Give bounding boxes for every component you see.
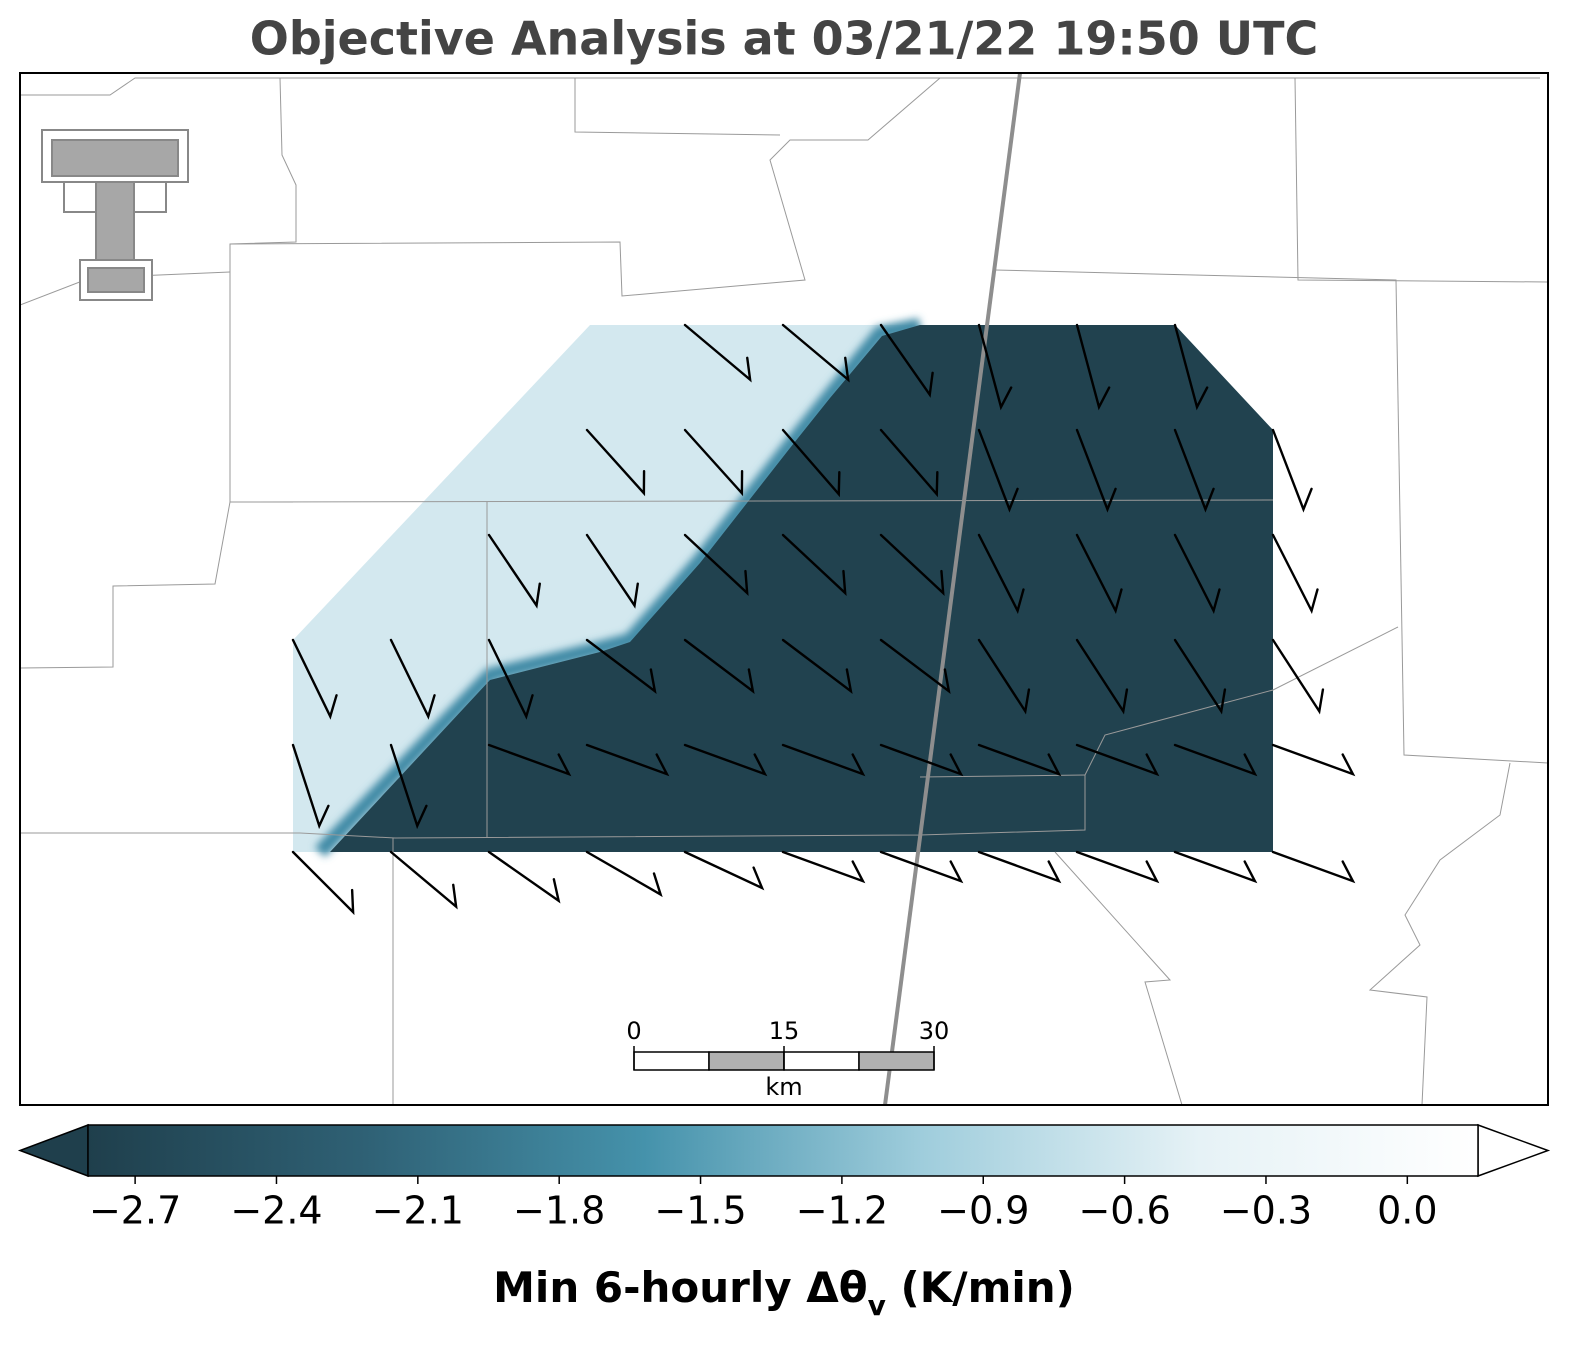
wind-barb [977, 743, 1062, 777]
wind-barb [781, 323, 850, 383]
wind-barb [781, 638, 853, 694]
scale-segment [858, 1051, 935, 1071]
wind-barb [977, 638, 1031, 715]
field-dark [330, 325, 1273, 852]
wind-barb [389, 850, 458, 910]
colorbar-tick-label: −2.7 [89, 1189, 181, 1233]
scale-segment [783, 1051, 860, 1071]
highway [883, 73, 1022, 1105]
scale-segment [708, 1051, 785, 1071]
colorbar-tick-label: −1.5 [654, 1189, 746, 1233]
wind-barb [487, 850, 561, 904]
colorbar-tick-label: −0.9 [937, 1189, 1029, 1233]
wind-barb [291, 638, 338, 720]
colorbar-tick-label: −2.4 [230, 1189, 322, 1233]
wind-barb [879, 533, 945, 596]
map-frame [19, 72, 1549, 1106]
wind-barb [781, 743, 866, 777]
wind-barb [389, 743, 428, 830]
wind-barb [1075, 428, 1117, 513]
wind-barb [585, 638, 657, 694]
wind-barb [1271, 533, 1319, 615]
wind-barb [585, 850, 663, 898]
scale-tick-label: 0 [626, 1017, 641, 1045]
wind-barb [977, 533, 1025, 615]
wind-barb [1173, 638, 1227, 715]
scale-tick-label: 30 [919, 1017, 950, 1045]
scale-segment [633, 1051, 710, 1071]
colorbar-label-main: Min 6-hourly Δθ [493, 1263, 868, 1312]
title: Objective Analysis at 03/21/22 19:50 UTC [250, 12, 1319, 66]
wind-barb [1075, 638, 1129, 715]
wind-barb [683, 638, 755, 694]
wind-barb [879, 850, 964, 884]
wind-barb [1173, 533, 1221, 615]
wind-barb [879, 743, 964, 777]
wind-barb [585, 533, 639, 609]
colorbar-tick-label: −0.6 [1078, 1189, 1170, 1233]
wind-barb [487, 743, 572, 777]
wind-barb [879, 638, 951, 694]
field-edge [314, 318, 922, 857]
wind-barb [1271, 850, 1356, 884]
wind-barb [683, 850, 765, 891]
wind-barb [1173, 323, 1209, 411]
colorbar-tick-label: −2.1 [372, 1189, 464, 1233]
wind-barb [1173, 850, 1258, 884]
colorbar-tick-label: −1.2 [796, 1189, 888, 1233]
colorbar-tick-label: 0.0 [1377, 1189, 1437, 1233]
wind-barb [1271, 638, 1325, 715]
wind-barb [977, 323, 1013, 411]
wind-barb [781, 428, 841, 498]
scale-tick-label: 15 [769, 1017, 800, 1045]
wind-barb [585, 743, 670, 777]
colorbar: −2.7 −2.4 −2.1 −1.8 −1.5 −1.2 −0.9 −0.6 −0.3 0.0 [17, 1123, 1551, 1233]
colorbar-extend-low [17, 1123, 89, 1178]
wind-barb [291, 850, 355, 916]
colorbar-label-tail: (K/min) [886, 1263, 1075, 1312]
wind-barb [781, 533, 847, 596]
colorbar-tick-label: −0.3 [1220, 1189, 1312, 1233]
wind-barbs [291, 323, 1356, 916]
wind-barb [879, 428, 939, 498]
wind-barb [1173, 743, 1258, 777]
wind-barb [683, 428, 744, 497]
colorbar-extend-high [1477, 1123, 1551, 1178]
scale-unit: km [765, 1073, 802, 1101]
wind-barb [683, 323, 752, 383]
wind-barb [879, 323, 934, 398]
wind-barb [487, 533, 541, 609]
wind-barb [291, 743, 330, 830]
wind-barb [1075, 850, 1160, 884]
wind-barb [683, 743, 768, 777]
wind-barb [389, 638, 436, 720]
wind-barb [1075, 533, 1123, 615]
wind-barb [683, 533, 749, 596]
wind-barb [1271, 428, 1313, 513]
logo [41, 129, 189, 301]
scale-bar: 0 15 30 km [626, 1017, 949, 1101]
county-lines [20, 77, 1548, 1105]
wind-barb [977, 428, 1019, 513]
wind-barb [1271, 743, 1356, 777]
wind-barb [487, 638, 534, 720]
wind-barb [977, 850, 1062, 884]
wind-barb [781, 850, 866, 884]
colorbar-label: Min 6-hourly Δθv (K/min) [493, 1263, 1075, 1322]
wind-barb [585, 428, 646, 497]
wind-barb [1075, 323, 1111, 411]
colorbar-body [87, 1124, 1479, 1177]
map [20, 73, 1548, 1105]
wind-barb [1075, 743, 1160, 777]
colorbar-tick-label: −1.8 [513, 1189, 605, 1233]
colorbar-label-subscript: v [868, 1289, 886, 1322]
wind-barb [1173, 428, 1215, 513]
